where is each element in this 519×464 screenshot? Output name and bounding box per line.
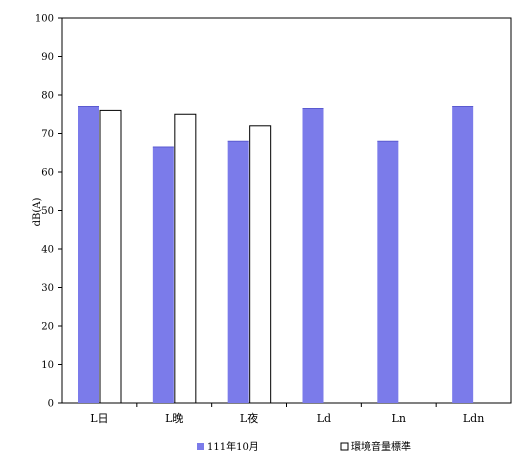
legend: 111年10月 環境音量標準 [197, 440, 411, 453]
y-axis-title: dB(A) [32, 198, 43, 227]
bar-standard-1 [174, 113, 197, 404]
y-tick-label: 20 [41, 322, 54, 333]
bar-measured-5 [452, 106, 474, 404]
y-tick-label: 70 [41, 129, 54, 140]
plot-area [61, 17, 512, 404]
y-tick-label: 60 [41, 168, 54, 179]
legend-label-1: 環境音量標準 [351, 440, 411, 453]
y-axis: 0 10 20 30 40 50 60 70 80 90 100 [35, 14, 62, 410]
bar-measured-4 [377, 141, 399, 403]
y-tick-label: 80 [41, 91, 54, 102]
bar-measured-2 [227, 141, 249, 403]
x-tick-label: L晚 [165, 412, 183, 425]
x-tick-label: Ld [317, 412, 331, 425]
y-tick-label: 50 [41, 206, 54, 217]
legend-swatch-1 [340, 442, 349, 451]
y-tick-label: 10 [41, 360, 54, 371]
bar-standard-0 [99, 109, 122, 404]
bar-measured-3 [302, 108, 324, 403]
legend-swatch-0 [197, 443, 204, 450]
y-tick-label: 30 [41, 283, 54, 294]
bars-group [78, 106, 474, 404]
legend-label-0: 111年10月 [207, 440, 259, 453]
bar-measured-0 [78, 106, 99, 404]
bar-measured-1 [152, 146, 174, 403]
x-tick-label: Ldn [463, 412, 484, 425]
plot-frame [61, 17, 512, 404]
x-tick-label: Ln [392, 412, 406, 425]
y-tick-label: 90 [41, 52, 54, 63]
x-axis: L日 L晚 L夜 Ld Ln Ldn [90, 403, 484, 425]
y-tick-label: 0 [48, 399, 54, 410]
bar-standard-2 [249, 125, 272, 404]
x-tick-label: L日 [90, 412, 108, 425]
x-tick-label: L夜 [240, 411, 258, 425]
y-tick-label: 40 [41, 245, 54, 256]
y-tick-label: 100 [35, 14, 54, 25]
